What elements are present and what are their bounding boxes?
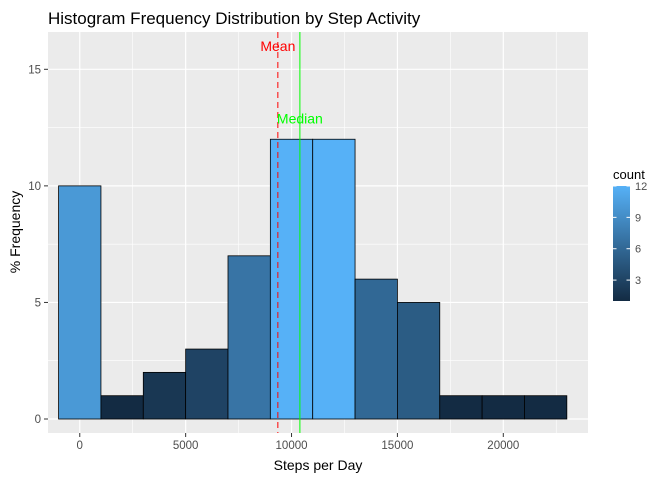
y-tick-label: 5 (35, 297, 41, 309)
histogram-bar (142, 371, 187, 420)
median-label: Median (277, 110, 323, 126)
x-tick-label: 20000 (487, 440, 519, 452)
y-axis-title: % Frequency (7, 191, 23, 273)
y-tick-label: 15 (28, 64, 41, 76)
chart-title: Histogram Frequency Distribution by Step… (48, 9, 421, 28)
x-tick-label: 0 (77, 440, 83, 452)
y-axis-ticks: 0 5 10 15 (28, 64, 48, 426)
histogram-bar (524, 395, 568, 420)
legend-colorbar (613, 186, 630, 301)
histogram-bar (397, 302, 441, 420)
x-tick-label: 5000 (173, 440, 199, 452)
legend-tick-label: 6 (635, 244, 641, 256)
legend-ticks: 3 6 9 12 (613, 181, 647, 287)
histogram-bar (481, 395, 525, 420)
y-tick-label: 10 (28, 181, 41, 193)
y-tick-label: 0 (35, 414, 41, 426)
histogram-bar (354, 278, 398, 420)
legend-tick-label: 3 (635, 275, 641, 287)
reference-lines: Mean Median (260, 32, 323, 433)
x-tick-label: 10000 (276, 440, 308, 452)
histogram-bar (58, 185, 102, 420)
legend-tick-label: 9 (635, 212, 641, 224)
x-axis-ticks: 0 5000 10000 15000 20000 (77, 433, 519, 452)
histogram-bar (227, 255, 271, 420)
histogram-bar (100, 395, 144, 420)
legend-tick-label: 12 (635, 181, 647, 193)
histogram-bar (312, 138, 356, 420)
legend-title: count (613, 167, 645, 182)
mean-label: Mean (260, 38, 295, 54)
histogram-bar (439, 395, 483, 420)
histogram-bar (185, 348, 229, 420)
x-tick-label: 15000 (381, 440, 413, 452)
x-axis-title: Steps per Day (274, 457, 363, 473)
histogram-bar (269, 138, 314, 420)
count-legend: count 3 6 9 12 (613, 167, 647, 301)
